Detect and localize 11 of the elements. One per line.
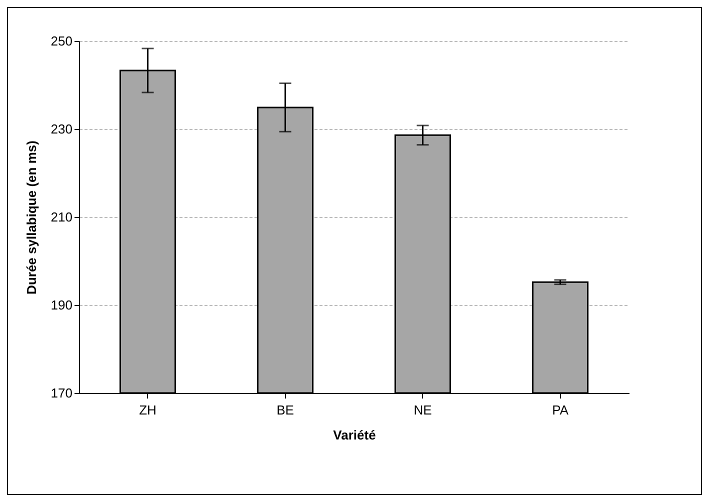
- y-tick-label: 230: [50, 122, 72, 136]
- x-tick-label: NE: [414, 402, 432, 418]
- x-axis-title: Variété: [333, 428, 376, 442]
- y-axis-title: Durée syllabique (en ms): [24, 140, 39, 294]
- y-tick-label: 250: [50, 34, 72, 48]
- y-tick-label: 190: [50, 298, 72, 312]
- x-tick-label: BE: [276, 402, 294, 418]
- y-tick-label: 170: [50, 386, 72, 400]
- x-tick-label: PA: [552, 402, 569, 418]
- x-tick-label: ZH: [139, 402, 156, 418]
- y-tick-label: 210: [50, 210, 72, 224]
